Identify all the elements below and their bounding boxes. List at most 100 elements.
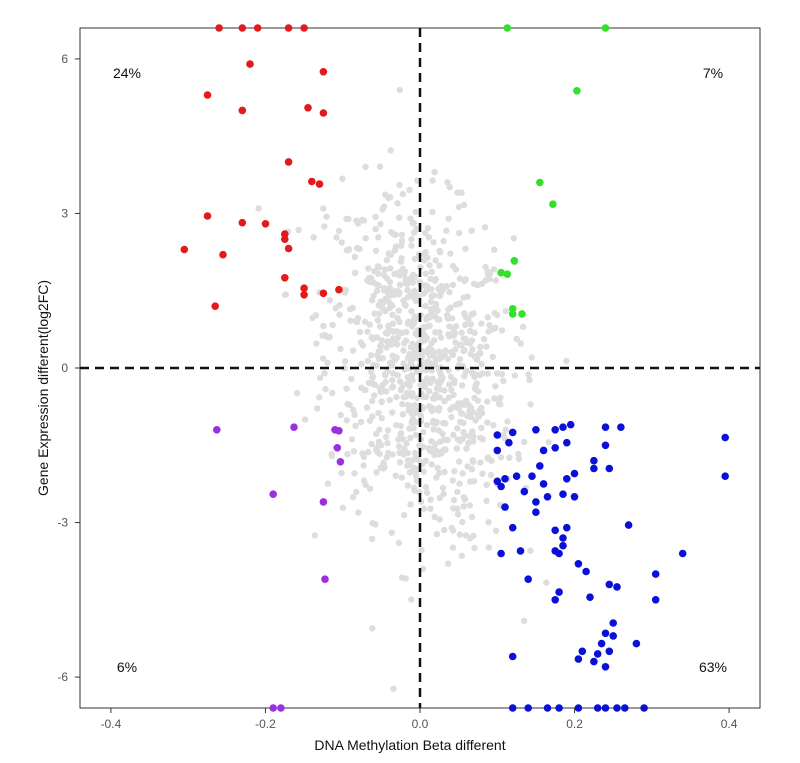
background-point [466, 340, 474, 347]
background-point [357, 418, 365, 426]
background-point [446, 183, 453, 191]
data-point [238, 218, 247, 227]
background-point [470, 280, 478, 287]
background-point [387, 341, 395, 348]
background-point [392, 231, 399, 238]
background-point [392, 472, 399, 479]
background-point [477, 343, 484, 351]
background-point [407, 434, 414, 442]
background-point [323, 213, 330, 220]
background-point [458, 341, 465, 349]
background-point [351, 411, 358, 418]
background-point [473, 380, 480, 387]
background-point [458, 410, 466, 417]
data-point [284, 158, 293, 166]
background-point [444, 436, 451, 444]
data-point [563, 438, 571, 447]
background-point [437, 354, 445, 361]
background-point [484, 398, 491, 405]
background-point [397, 258, 405, 265]
data-point [536, 462, 544, 470]
background-point [400, 511, 408, 519]
background-point [386, 396, 393, 404]
background-point [543, 579, 550, 586]
background-point [427, 298, 435, 305]
data-point [269, 704, 278, 712]
background-point [491, 246, 498, 253]
data-point [281, 235, 289, 243]
data-point [593, 650, 602, 658]
data-point [532, 508, 540, 516]
background-point [376, 385, 384, 392]
background-point [374, 263, 382, 270]
data-point [308, 177, 316, 186]
background-point [464, 463, 471, 470]
quadrant-labels: 24% 7% 6% 63% [113, 65, 727, 675]
background-point [398, 574, 406, 581]
data-point [219, 250, 227, 259]
data-point [586, 593, 594, 601]
background-point [436, 316, 443, 323]
background-point [440, 490, 447, 498]
background-point [372, 225, 379, 233]
background-point [466, 502, 474, 509]
background-point [354, 315, 362, 322]
background-point [397, 429, 405, 437]
data-point [524, 575, 532, 583]
background-point [475, 413, 483, 420]
background-point [351, 470, 358, 477]
background-point [408, 323, 416, 330]
background-point [425, 445, 432, 452]
x-tick-label: 0.0 [412, 717, 429, 731]
background-point [378, 337, 386, 344]
data-point [613, 583, 621, 591]
background-point [462, 245, 469, 252]
x-tick-label: 0.4 [721, 717, 738, 731]
background-point [469, 428, 476, 435]
background-point [412, 208, 419, 216]
background-point [324, 359, 331, 366]
background-point [410, 294, 417, 301]
background-point [403, 440, 410, 447]
background-point [478, 320, 485, 327]
y-tick-label: -3 [57, 516, 68, 530]
background-point [404, 449, 412, 457]
background-point [456, 531, 463, 538]
background-point [455, 229, 463, 237]
background-point [478, 360, 485, 368]
data-point [559, 423, 567, 432]
background-point [295, 226, 302, 234]
background-point [371, 310, 378, 317]
data-point [246, 60, 254, 68]
background-point [528, 354, 535, 361]
background-point [455, 400, 462, 407]
background-point [517, 340, 524, 347]
data-point [551, 526, 559, 535]
background-point [427, 306, 434, 313]
data-point [253, 24, 262, 32]
background-point [440, 238, 447, 245]
background-point [393, 421, 400, 429]
background-point [525, 371, 532, 378]
background-point [368, 440, 375, 448]
background-point [409, 220, 417, 227]
data-point [621, 704, 629, 712]
background-point [428, 292, 435, 300]
background-point [506, 454, 513, 461]
background-point [413, 394, 421, 402]
background-point [436, 494, 444, 502]
background-point [366, 417, 374, 424]
background-point [384, 290, 392, 297]
background-point [498, 371, 506, 378]
background-point [420, 468, 427, 475]
background-point [405, 355, 412, 362]
background-point [389, 370, 397, 377]
data-point [497, 268, 505, 277]
background-point [422, 249, 429, 256]
background-point [387, 147, 394, 154]
data-point [570, 469, 579, 478]
background-point [471, 373, 478, 381]
background-point [404, 482, 411, 489]
background-point [350, 347, 357, 354]
